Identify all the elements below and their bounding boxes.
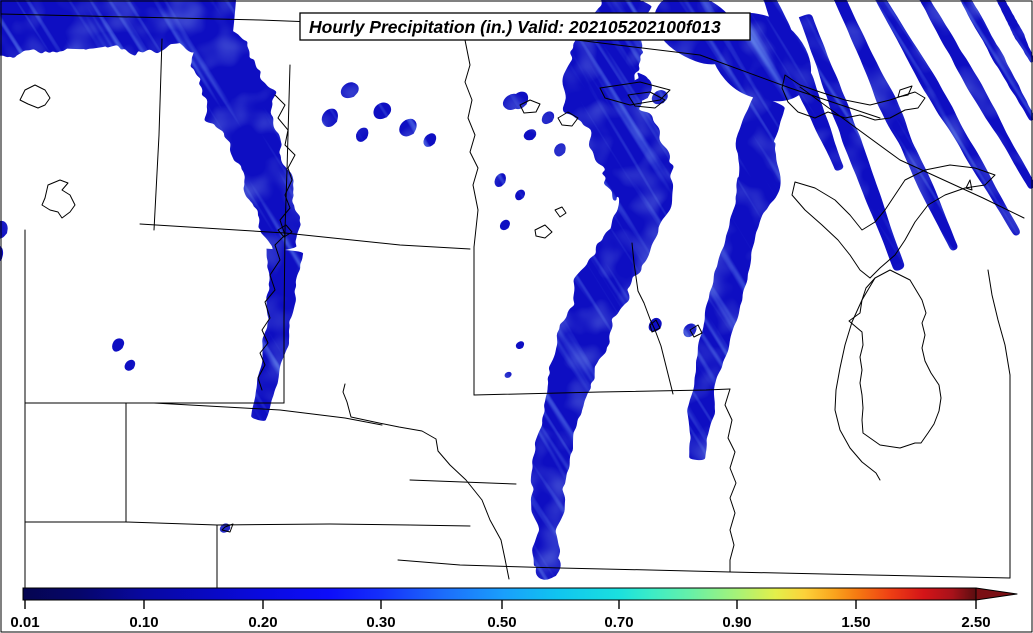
svg-text:Hourly Precipitation (in.) Val: Hourly Precipitation (in.) Valid: 202105… xyxy=(309,17,721,37)
svg-text:0.01: 0.01 xyxy=(10,614,39,631)
svg-text:0.20: 0.20 xyxy=(248,614,277,631)
svg-text:0.90: 0.90 xyxy=(722,614,751,631)
svg-text:1.50: 1.50 xyxy=(841,614,870,631)
svg-text:0.70: 0.70 xyxy=(604,614,633,631)
svg-text:0.50: 0.50 xyxy=(487,614,516,631)
svg-text:0.10: 0.10 xyxy=(129,614,158,631)
svg-text:2.50: 2.50 xyxy=(961,614,990,631)
svg-text:0.30: 0.30 xyxy=(366,614,395,631)
